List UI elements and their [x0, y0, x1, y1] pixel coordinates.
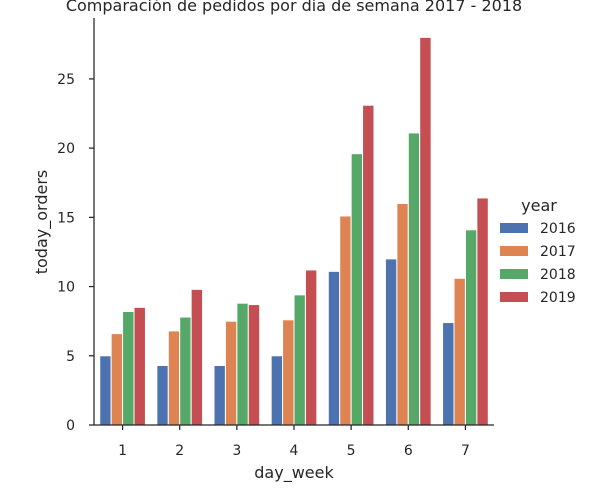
bar-2016-day-6 — [384, 258, 398, 426]
bar-2017-day-5 — [339, 215, 352, 426]
legend-title: year — [521, 196, 557, 215]
bar-2016-day-4 — [270, 355, 284, 426]
y-axis-label: today_orders — [32, 170, 52, 275]
bar-2019-day-5 — [362, 104, 375, 426]
bar-2017-day-1 — [110, 333, 124, 426]
bar-2019-day-3 — [247, 304, 261, 426]
bar-2017-day-7 — [453, 277, 466, 426]
bar-2018-day-1 — [122, 310, 135, 426]
bar-2018-day-3 — [236, 302, 249, 426]
bar-2017-day-4 — [282, 319, 295, 426]
bar-2017-day-6 — [396, 203, 409, 426]
legend: year 2016 2017 2018 2019 — [500, 196, 576, 306]
x-tick-label: 4 — [290, 443, 299, 459]
legend-label-2016: 2016 — [540, 221, 576, 237]
legend-label-2018: 2018 — [540, 267, 576, 283]
bar-2018-day-4 — [293, 294, 306, 426]
bar-2019-day-2 — [190, 288, 204, 426]
bar-2016-day-2 — [156, 364, 169, 426]
bar-2017-day-3 — [224, 320, 238, 426]
x-tick-label: 7 — [461, 443, 470, 459]
bar-2018-day-7 — [464, 229, 478, 426]
legend-label-2017: 2017 — [540, 244, 576, 260]
bar-2016-day-7 — [442, 322, 455, 426]
y-tick-label: 25 — [57, 72, 75, 88]
legend-swatch-2017 — [500, 246, 528, 256]
y-tick-label: 20 — [57, 141, 75, 157]
bar-2018-day-5 — [350, 153, 364, 426]
y-tick-label: 15 — [57, 210, 75, 226]
bar-2019-day-6 — [419, 36, 432, 426]
chart-title: Comparación de pedidos por día de semana… — [66, 0, 522, 15]
x-tick-label: 2 — [175, 443, 184, 459]
bar-2016-day-5 — [327, 270, 341, 426]
y-tick-label: 0 — [66, 418, 75, 434]
plot-area — [99, 36, 489, 426]
x-axis-label: day_week — [254, 463, 334, 483]
y-tick-label: 5 — [66, 349, 75, 365]
bar-2018-day-2 — [179, 316, 192, 426]
bar-2019-day-1 — [133, 306, 146, 426]
legend-swatch-2016 — [500, 223, 528, 233]
x-ticks: 1 2 3 4 5 6 7 — [118, 425, 470, 459]
bar-2016-day-1 — [99, 355, 112, 426]
x-tick-label: 6 — [404, 443, 413, 459]
bar-2016-day-3 — [213, 364, 226, 426]
y-tick-label: 10 — [57, 280, 75, 296]
bar-2019-day-7 — [476, 197, 489, 426]
x-tick-label: 3 — [232, 443, 241, 459]
bar-2017-day-2 — [167, 330, 181, 426]
legend-label-2019: 2019 — [540, 290, 576, 306]
y-ticks: 0 5 10 15 20 25 — [57, 72, 94, 434]
legend-swatch-2019 — [500, 292, 528, 302]
x-tick-label: 5 — [347, 443, 356, 459]
legend-swatch-2018 — [500, 269, 528, 279]
bar-2019-day-4 — [304, 269, 318, 426]
bar-2018-day-6 — [407, 132, 421, 426]
x-tick-label: 1 — [118, 443, 127, 459]
